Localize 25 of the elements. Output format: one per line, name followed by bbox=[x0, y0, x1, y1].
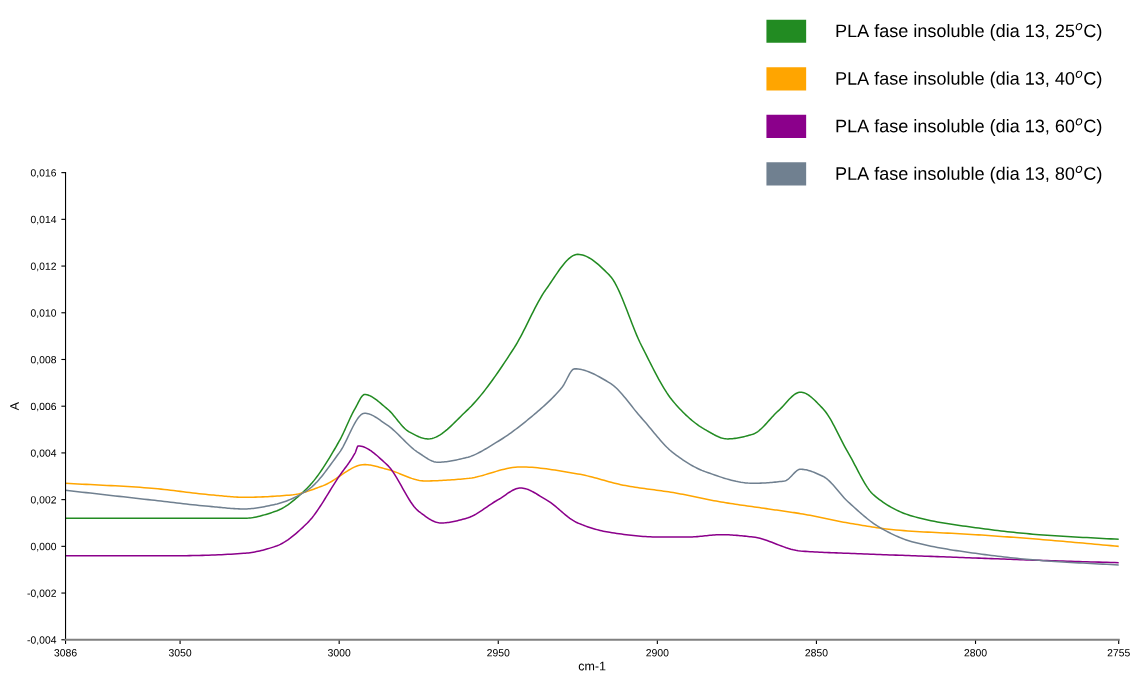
y-tick-label: -0,004 bbox=[27, 636, 57, 645]
x-axis-title: cm-1 bbox=[578, 661, 606, 671]
y-tick-label: 0,016 bbox=[30, 169, 57, 178]
x-tick-label: 2755 bbox=[1107, 649, 1130, 657]
y-tick-label: 0,014 bbox=[30, 215, 57, 225]
y-tick-label: 0,004 bbox=[30, 449, 57, 459]
x-tick-label: 2950 bbox=[487, 649, 510, 657]
y-tick-label: 0,008 bbox=[30, 355, 57, 365]
x-tick-label: 2900 bbox=[646, 649, 669, 657]
y-tick-label: 0,012 bbox=[30, 262, 56, 272]
y-tick-label: 0,010 bbox=[30, 309, 57, 318]
x-tick-label: 3050 bbox=[168, 649, 192, 657]
y-axis-title: A bbox=[10, 402, 19, 411]
legend-label: PLA fase insoluble (dia 13, 80$^{o}$C) bbox=[836, 165, 1102, 184]
y-tick-label: 0,006 bbox=[30, 402, 57, 412]
legend-label: PLA fase insoluble (dia 13, 60$^{o}$C) bbox=[836, 118, 1102, 136]
legend-label: PLA fase insoluble (dia 13, 40$^{o}$C) bbox=[836, 70, 1102, 89]
x-tick-label: 2800 bbox=[964, 649, 987, 657]
y-tick-label: 0,000 bbox=[30, 542, 57, 552]
y-tick-label: -0,002 bbox=[27, 589, 56, 599]
x-tick-label: 3000 bbox=[327, 649, 351, 657]
x-tick-label: 2850 bbox=[805, 649, 828, 657]
y-tick-label: 0,002 bbox=[30, 496, 56, 505]
legend-label: PLA fase insoluble (dia 13, 25$^{o}$C) bbox=[836, 23, 1102, 41]
x-tick-label: 3086 bbox=[54, 649, 77, 657]
